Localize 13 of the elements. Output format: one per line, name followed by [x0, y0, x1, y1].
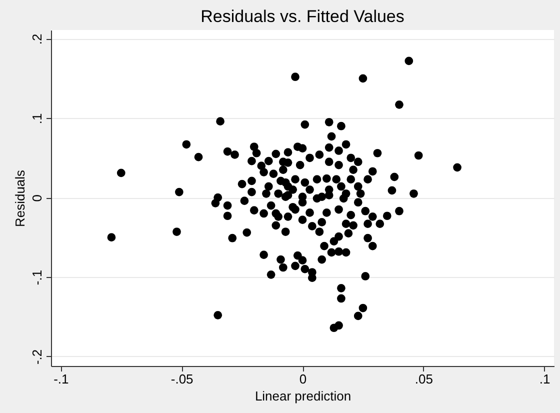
x-tick-label: .05 [414, 372, 433, 386]
x-tick-label: .1 [539, 372, 550, 386]
y-tick-label: .2 [30, 34, 44, 45]
chart-title: Residuals vs. Fitted Values [200, 7, 404, 26]
y-tick-label: 0 [30, 194, 44, 202]
x-axis-title: Linear prediction [254, 388, 352, 404]
y-axis-title: Residuals [12, 169, 28, 228]
x-tick-label: -.05 [170, 372, 194, 386]
y-tick-label: .1 [30, 113, 44, 124]
x-tick-label: 0 [299, 372, 307, 386]
x-tick-label: -.1 [54, 372, 69, 386]
y-tick-label: -.2 [30, 349, 44, 365]
y-tick-label: -.1 [30, 270, 44, 286]
